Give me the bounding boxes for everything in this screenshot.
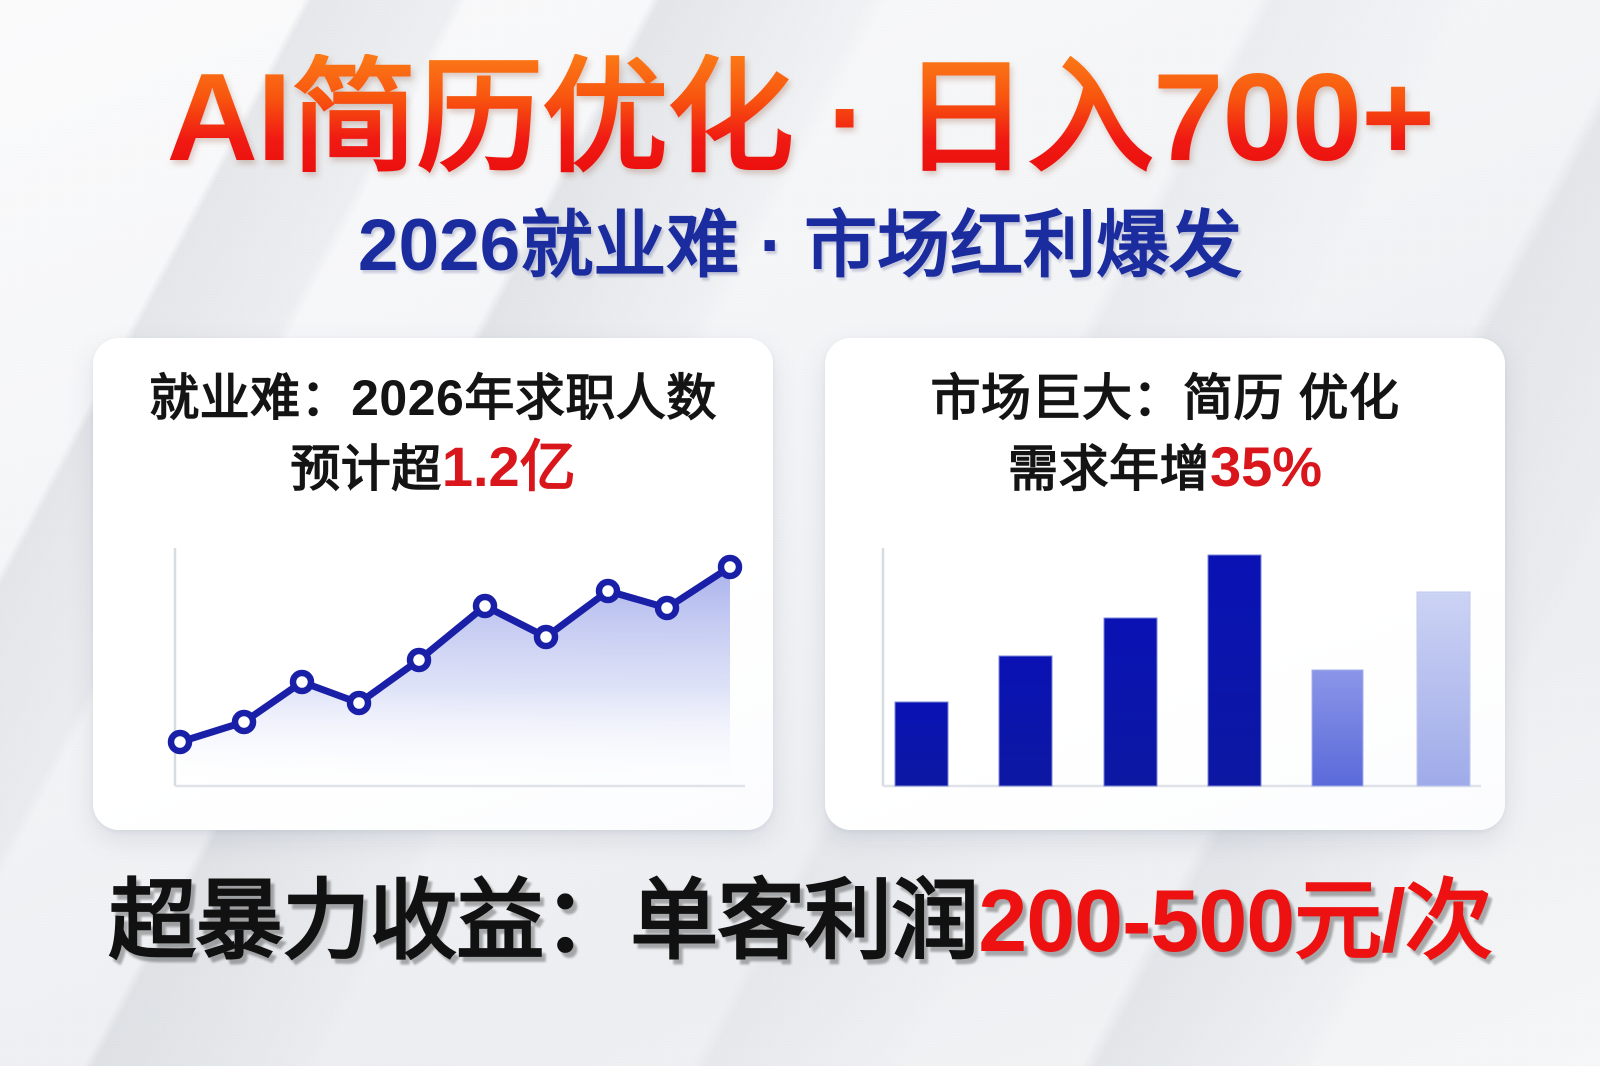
card-market-heading: 市场巨大：简历 优化 需求年增35%	[847, 366, 1483, 504]
data-point	[717, 554, 743, 580]
card-employment-difficulty: 就业难：2026年求职人数 预计超1.2亿	[93, 338, 773, 830]
page-title: AI简历优化 · 日入700+	[166, 49, 1434, 187]
card-employment-heading-line2: 预计超	[290, 441, 442, 497]
headline-block: AI简历优化 · 日入700+	[0, 54, 1600, 183]
bar-chart-svg	[881, 548, 1481, 788]
data-point	[472, 593, 498, 619]
data-point	[595, 578, 621, 604]
card-employment-heading-line1: 就业难：2026年求职人数	[149, 370, 717, 426]
line-chart-markers	[167, 554, 743, 755]
bar	[1416, 591, 1471, 787]
bar	[1207, 554, 1262, 787]
data-point	[289, 669, 315, 695]
data-point	[406, 647, 432, 673]
line-chart-area	[180, 567, 730, 786]
card-employment-heading: 就业难：2026年求职人数 预计超1.2亿	[115, 366, 751, 504]
line-chart-container	[93, 530, 773, 830]
bar-chart-container	[825, 530, 1505, 830]
bar	[998, 655, 1053, 787]
bar	[1103, 617, 1158, 787]
line-chart-series	[176, 563, 734, 746]
stat-cards-row: 就业难：2026年求职人数 预计超1.2亿	[93, 338, 1505, 830]
data-point	[654, 595, 680, 621]
card-market-heading-line2: 需求年增	[1007, 441, 1210, 497]
bar-chart-bars	[894, 554, 1471, 787]
data-point	[346, 690, 372, 716]
card-market-highlight: 35%	[1209, 435, 1323, 498]
footer-banner: 超暴力收益：单客利润200-500元/次	[0, 871, 1600, 970]
footer-text-black: 超暴力收益：单客利润	[108, 871, 979, 970]
data-point	[167, 729, 193, 755]
page-subtitle: 2026就业难 · 市场红利爆发	[357, 205, 1243, 286]
footer-text-red: 200-500元/次	[978, 871, 1492, 970]
data-point	[231, 709, 257, 735]
card-employment-highlight: 1.2亿	[441, 435, 576, 498]
data-point	[533, 624, 559, 650]
line-chart-svg	[167, 548, 745, 788]
card-market-size: 市场巨大：简历 优化 需求年增35%	[825, 338, 1505, 830]
bar	[1311, 669, 1364, 787]
card-market-heading-line1: 市场巨大：简历 优化	[930, 370, 1400, 426]
bar	[894, 701, 949, 787]
